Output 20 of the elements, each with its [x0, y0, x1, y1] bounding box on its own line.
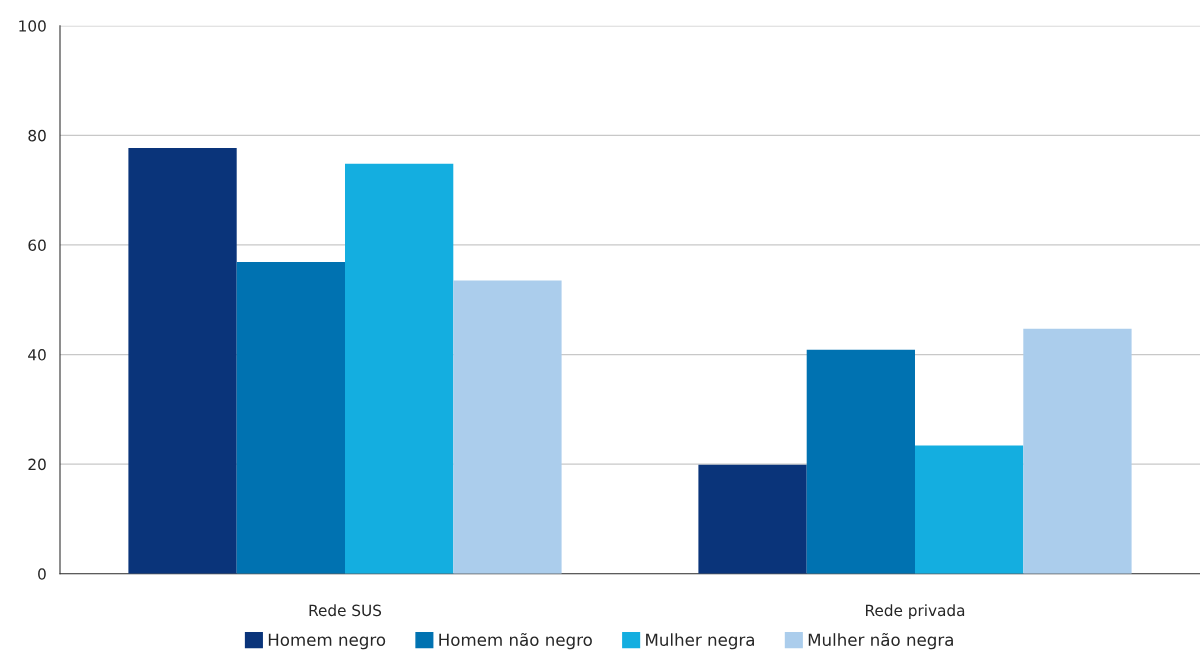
bar [806, 349, 915, 574]
x-tick-label: Rede privada [866, 604, 965, 620]
y-tick-label: 20 [28, 458, 46, 471]
bar [915, 445, 1024, 574]
legend-label: Homem negro [268, 633, 386, 650]
bar [236, 261, 345, 574]
x-tick-label: Rede SUS [309, 604, 382, 617]
legend-label: Mulher negra [646, 633, 754, 650]
bar [345, 163, 454, 574]
bar [453, 280, 562, 574]
y-tick-label: 80 [28, 129, 46, 142]
y-tick-label: 100 [19, 20, 46, 32]
y-tick-label: 40 [28, 349, 46, 361]
legend-label: Homem não negro [439, 632, 592, 650]
y-tick-label: 60 [28, 239, 46, 251]
bar [698, 464, 807, 574]
bar [1023, 328, 1132, 574]
legend-label: Mulher não negra [808, 632, 953, 650]
bar [128, 147, 237, 574]
y-tick-label: 0 [38, 568, 46, 580]
